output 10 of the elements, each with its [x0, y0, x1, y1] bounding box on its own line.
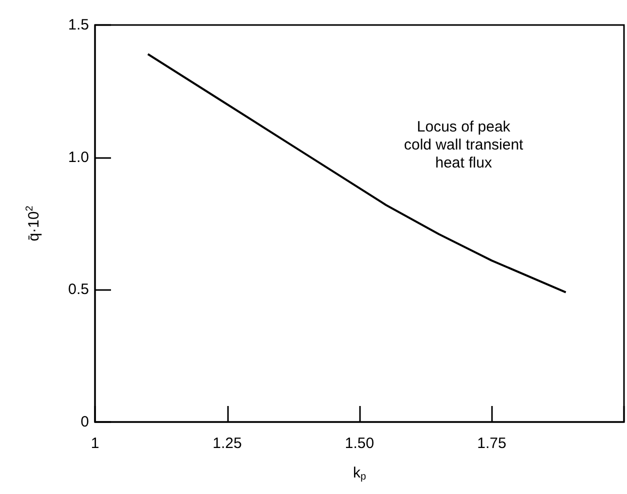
x-tick-label: 1.25	[212, 435, 242, 452]
x-tick-label: 1	[90, 435, 100, 452]
x-tick-label: 1.75	[477, 435, 506, 452]
y-tick-label: 0	[80, 414, 89, 430]
y-axis-title: q̄·102	[24, 205, 42, 242]
annotation: Locus of peak cold wall transient heat flux	[404, 118, 524, 172]
y-tick-label: 1.5	[68, 16, 89, 34]
y-tick-label: 0.5	[68, 281, 89, 298]
y-tick-label: 1.0	[68, 148, 89, 166]
x-tick-label: 1.50	[344, 435, 374, 452]
